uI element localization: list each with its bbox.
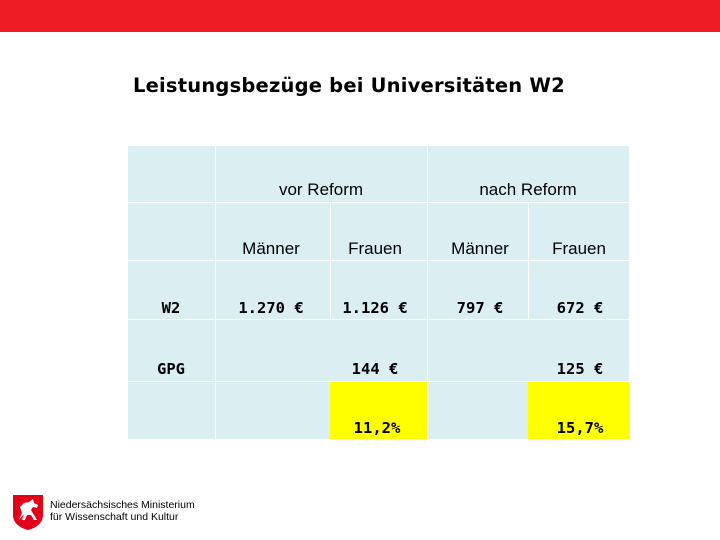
grid-line: [128, 381, 629, 382]
lower-saxony-horse-icon: [13, 495, 43, 530]
percent-nach: 15,7%: [556, 419, 604, 437]
grid-line: [128, 319, 629, 320]
ministry-name-line2: für Wissenschaft und Kultur: [50, 511, 179, 523]
ministry-logo: Niedersächsisches Ministerium für Wissen…: [10, 493, 200, 531]
gpg-nach: 125 €: [556, 360, 604, 378]
row-label-gpg: GPG: [157, 360, 185, 378]
gpg-vor: 144 €: [351, 360, 399, 378]
data-table: vor Reform nach Reform Männer Frauen Män…: [128, 146, 629, 439]
highlight-cell-nach: [528, 381, 629, 439]
top-bar: [0, 0, 720, 32]
subheader-nach-maenner: Männer: [451, 239, 509, 258]
header-vor-reform: vor Reform: [278, 180, 364, 199]
grid-line: [128, 260, 629, 261]
percent-vor: 11,2%: [353, 419, 401, 437]
ministry-name: Niedersächsisches Ministerium für Wissen…: [50, 499, 195, 523]
w2-vor-frauen: 1.126 €: [342, 299, 408, 317]
highlight-cell-vor: [330, 381, 427, 439]
header-nach-reform: nach Reform: [479, 180, 577, 199]
ministry-name-line1: Niedersächsisches Ministerium: [50, 499, 195, 511]
row-label-w2: W2: [161, 299, 181, 317]
subheader-vor-maenner: Männer: [242, 239, 300, 258]
w2-vor-maenner: 1.270 €: [238, 299, 304, 317]
w2-nach-frauen: 672 €: [556, 299, 604, 317]
page-title: Leistungsbezüge bei Universitäten W2: [133, 74, 565, 97]
subheader-vor-frauen: Frauen: [348, 239, 402, 258]
grid-line: [427, 146, 428, 439]
w2-nach-maenner: 797 €: [456, 299, 504, 317]
grid-line: [128, 202, 629, 203]
grid-line: [215, 146, 216, 439]
subheader-nach-frauen: Frauen: [552, 239, 606, 258]
